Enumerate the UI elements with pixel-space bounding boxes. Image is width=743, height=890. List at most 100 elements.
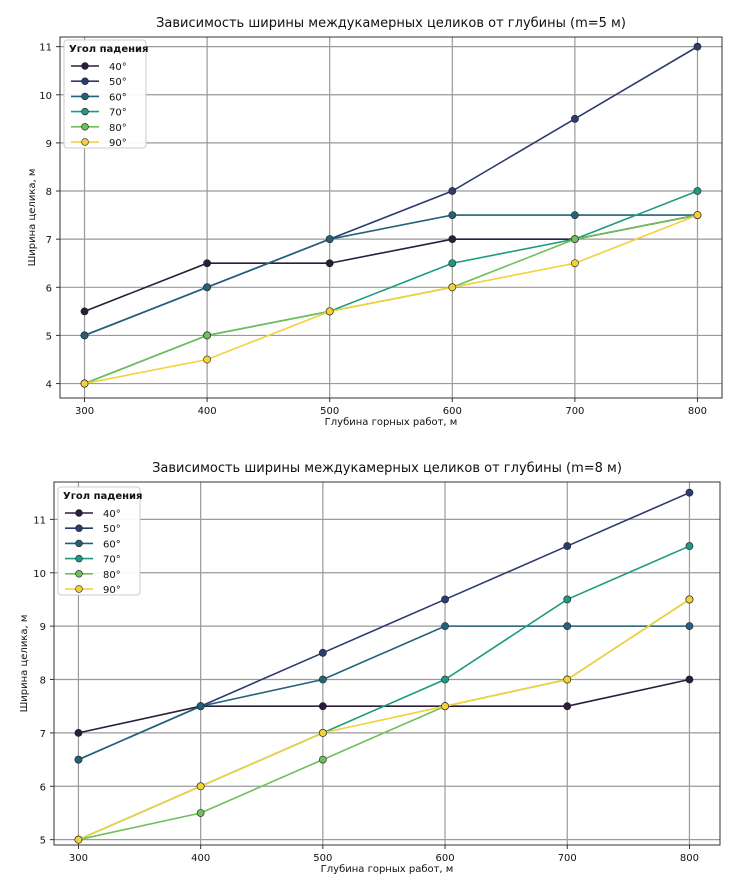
- data-point: [74, 835, 83, 844]
- legend-label: 50°: [109, 77, 127, 88]
- y-axis-label: Ширина целика, м: [27, 169, 38, 267]
- legend-swatch-marker: [75, 509, 83, 517]
- y-tick-label: 4: [46, 380, 52, 391]
- series-line-60deg: [84, 214, 698, 337]
- data-point: [203, 355, 212, 364]
- data-point: [693, 211, 702, 219]
- y-tick-label: 6: [40, 782, 46, 793]
- data-point: [570, 235, 579, 244]
- legend-label: 40°: [109, 62, 127, 73]
- x-tick-label: 700: [558, 853, 577, 864]
- chart-depth-m8: Зависимость ширины междукамерных целиков…: [19, 461, 721, 875]
- legend-swatch-marker: [75, 524, 83, 532]
- data-point: [441, 622, 449, 631]
- data-point: [441, 595, 449, 604]
- legend-label: 90°: [109, 138, 127, 149]
- data-point: [685, 595, 694, 604]
- plot-area: [54, 482, 720, 845]
- y-tick-label: 7: [40, 729, 46, 740]
- series-line-90deg: [78, 598, 690, 841]
- y-tick-label: 5: [46, 331, 52, 342]
- data-point: [563, 622, 572, 631]
- chart-depth-m5: Зависимость ширины междукамерных целиков…: [27, 16, 723, 428]
- y-tick-label: 8: [46, 187, 52, 198]
- x-tick-label: 800: [688, 406, 707, 417]
- x-tick-label: 500: [320, 406, 339, 417]
- data-point: [441, 702, 449, 711]
- data-point: [685, 542, 694, 550]
- data-point: [80, 331, 89, 340]
- series-line-90deg: [84, 214, 698, 385]
- legend-swatch-marker: [75, 554, 83, 563]
- data-point: [203, 283, 212, 292]
- data-point: [563, 542, 572, 550]
- data-point: [448, 259, 457, 268]
- legend-swatch-marker: [81, 77, 89, 85]
- x-tick-label: 700: [565, 406, 584, 417]
- y-tick-label: 6: [46, 283, 52, 294]
- legend-label: 60°: [103, 539, 121, 550]
- x-tick-label: 300: [69, 853, 88, 864]
- data-point: [80, 307, 89, 316]
- data-point: [448, 283, 457, 292]
- legend-label: 70°: [109, 108, 127, 119]
- legend-label: 90°: [103, 585, 121, 596]
- y-tick-label: 9: [46, 139, 52, 150]
- data-point: [570, 211, 579, 219]
- data-point: [685, 675, 694, 684]
- y-tick-label: 11: [33, 515, 46, 526]
- y-axis-label: Ширина целика, м: [19, 615, 30, 713]
- data-point: [563, 702, 572, 711]
- legend-swatch-marker: [81, 107, 89, 116]
- data-point: [74, 728, 83, 737]
- series-line-60deg: [78, 625, 690, 761]
- data-point: [196, 809, 205, 817]
- y-tick-label: 5: [40, 836, 46, 847]
- data-point: [196, 702, 205, 711]
- data-point: [448, 235, 457, 244]
- data-point: [693, 187, 702, 195]
- data-point: [325, 235, 334, 244]
- y-tick-label: 8: [40, 676, 46, 687]
- data-point: [325, 307, 334, 316]
- legend-box: [63, 39, 147, 149]
- x-tick-label: 500: [313, 853, 332, 864]
- data-point: [318, 728, 327, 737]
- x-tick-label: 600: [435, 853, 454, 864]
- plot-frame: [53, 481, 721, 846]
- chart-title: Зависимость ширины междукамерных целиков…: [156, 16, 626, 31]
- x-tick-label: 400: [198, 406, 217, 417]
- chart-title: Зависимость ширины междукамерных целиков…: [152, 461, 622, 476]
- data-point: [80, 379, 89, 388]
- y-tick-label: 11: [39, 43, 52, 54]
- legend-swatch-marker: [81, 138, 89, 146]
- legend-swatch-marker: [81, 123, 89, 131]
- data-point: [570, 259, 579, 268]
- legend-label: 50°: [103, 524, 121, 535]
- legend-label: 40°: [103, 509, 121, 520]
- data-point: [196, 782, 205, 791]
- legend-swatch-marker: [75, 570, 83, 578]
- legend-swatch-marker: [75, 585, 83, 593]
- data-point: [318, 755, 327, 764]
- legend-box: [57, 486, 141, 596]
- data-point: [74, 755, 83, 764]
- data-point: [685, 622, 694, 631]
- plot-frame: [59, 36, 723, 399]
- data-point: [325, 259, 334, 268]
- x-tick-label: 300: [75, 406, 94, 417]
- data-point: [570, 114, 579, 123]
- data-point: [448, 211, 457, 219]
- y-tick-label: 9: [40, 622, 46, 633]
- data-point: [318, 702, 327, 711]
- legend-title: Угол падения: [69, 44, 148, 55]
- x-axis-label: Глубина горных работ, м: [321, 864, 454, 875]
- legend-swatch-marker: [81, 62, 89, 70]
- legend-title: Угол падения: [63, 491, 142, 502]
- data-point: [203, 259, 212, 268]
- legend-label: 80°: [103, 570, 121, 581]
- data-point: [441, 675, 449, 684]
- data-point: [693, 42, 702, 51]
- legend-label: 80°: [109, 123, 127, 134]
- x-axis-label: Глубина горных работ, м: [325, 417, 458, 428]
